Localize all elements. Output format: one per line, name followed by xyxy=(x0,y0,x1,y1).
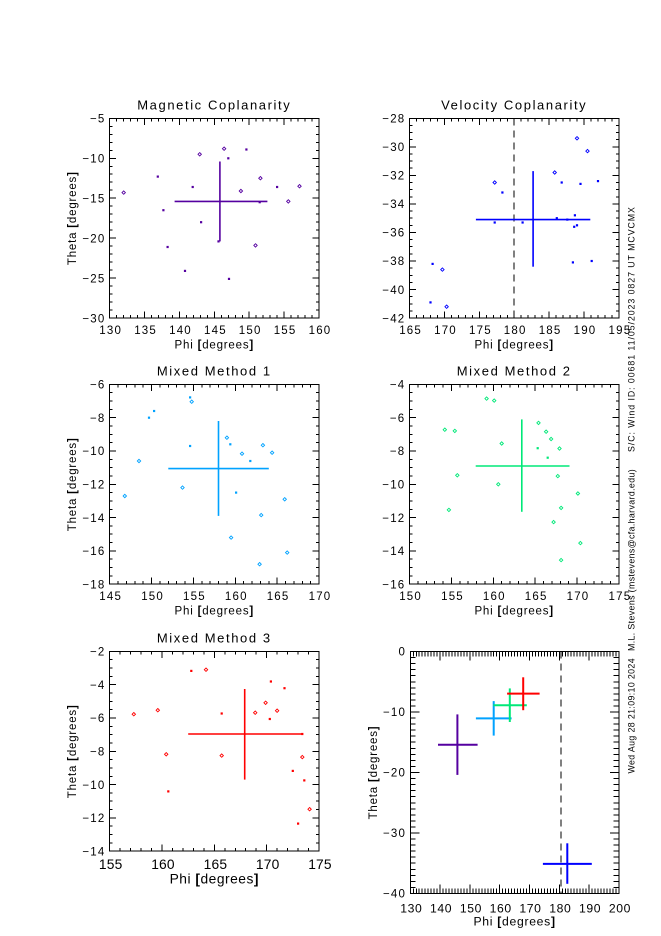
svg-text:160: 160 xyxy=(151,857,175,872)
svg-text:M.L. Stevens (mstevens@cfa.har: M.L. Stevens (mstevens@cfa.harvard.edu) xyxy=(627,469,637,651)
svg-text:−10: −10 xyxy=(383,707,406,719)
svg-text:Magnetic Coplanarity: Magnetic Coplanarity xyxy=(137,98,291,113)
svg-text:135: 135 xyxy=(134,325,157,337)
svg-text:−40: −40 xyxy=(382,285,405,297)
svg-text:175: 175 xyxy=(469,325,492,337)
svg-text:−15: −15 xyxy=(82,193,105,205)
svg-text:130: 130 xyxy=(400,902,422,916)
svg-text:0: 0 xyxy=(398,647,406,659)
svg-text:−28: −28 xyxy=(382,114,405,126)
svg-text:Phi [degrees]: Phi [degrees] xyxy=(473,915,555,929)
svg-text:195: 195 xyxy=(609,325,632,337)
svg-text:155: 155 xyxy=(441,591,464,603)
svg-text:170: 170 xyxy=(519,902,541,916)
svg-text:−8: −8 xyxy=(390,446,406,458)
svg-text:Velocity Coplanarity: Velocity Coplanarity xyxy=(441,98,587,113)
svg-text:Phi [degrees]: Phi [degrees] xyxy=(474,606,553,618)
svg-text:−5: −5 xyxy=(90,114,106,126)
svg-text:−18: −18 xyxy=(82,579,105,591)
svg-text:140: 140 xyxy=(169,325,192,337)
svg-text:−16: −16 xyxy=(382,579,405,591)
svg-text:190: 190 xyxy=(579,902,601,916)
svg-text:−6: −6 xyxy=(90,380,106,392)
svg-text:165: 165 xyxy=(525,591,548,603)
svg-text:−14: −14 xyxy=(82,513,105,525)
svg-text:−2: −2 xyxy=(90,647,106,659)
svg-text:170: 170 xyxy=(309,591,332,603)
svg-text:150: 150 xyxy=(239,325,262,337)
svg-text:200: 200 xyxy=(609,902,631,916)
svg-text:−8: −8 xyxy=(90,413,106,425)
svg-text:155: 155 xyxy=(183,591,206,603)
svg-text:170: 170 xyxy=(434,325,457,337)
svg-text:Phi [degrees]: Phi [degrees] xyxy=(175,339,254,351)
svg-text:Theta [degrees]: Theta [degrees] xyxy=(67,704,79,798)
svg-text:Mixed Method 3: Mixed Method 3 xyxy=(157,631,272,646)
svg-text:160: 160 xyxy=(490,902,512,916)
svg-text:Theta [degrees]: Theta [degrees] xyxy=(67,171,79,265)
svg-text:130: 130 xyxy=(99,325,122,337)
svg-text:−6: −6 xyxy=(90,713,106,725)
svg-text:145: 145 xyxy=(204,325,227,337)
svg-text:−12: −12 xyxy=(82,480,105,492)
svg-text:−4: −4 xyxy=(390,380,406,392)
svg-text:−10: −10 xyxy=(82,446,105,458)
svg-text:165: 165 xyxy=(267,591,290,603)
svg-text:−10: −10 xyxy=(82,780,105,792)
svg-text:−6: −6 xyxy=(390,413,406,425)
svg-text:−12: −12 xyxy=(382,513,405,525)
svg-text:190: 190 xyxy=(574,325,597,337)
svg-text:−12: −12 xyxy=(82,813,105,825)
svg-text:−20: −20 xyxy=(383,768,406,780)
svg-text:−14: −14 xyxy=(382,546,405,558)
svg-text:165: 165 xyxy=(204,857,228,872)
svg-text:−16: −16 xyxy=(82,546,105,558)
svg-text:−14: −14 xyxy=(82,846,105,858)
svg-text:Mixed Method 1: Mixed Method 1 xyxy=(157,364,272,379)
svg-text:−30: −30 xyxy=(382,142,405,154)
svg-text:−20: −20 xyxy=(82,233,105,245)
svg-text:170: 170 xyxy=(567,591,590,603)
svg-text:180: 180 xyxy=(504,325,527,337)
svg-text:−30: −30 xyxy=(383,828,406,840)
svg-text:175: 175 xyxy=(308,857,332,872)
svg-text:150: 150 xyxy=(399,591,422,603)
svg-text:−30: −30 xyxy=(82,313,105,325)
svg-text:160: 160 xyxy=(309,325,332,337)
svg-text:−4: −4 xyxy=(90,680,106,692)
svg-text:145: 145 xyxy=(99,591,122,603)
svg-text:−8: −8 xyxy=(90,747,106,759)
svg-text:150: 150 xyxy=(141,591,164,603)
svg-text:175: 175 xyxy=(609,591,632,603)
svg-text:160: 160 xyxy=(483,591,506,603)
svg-text:Phi [degrees]: Phi [degrees] xyxy=(170,872,259,887)
svg-text:185: 185 xyxy=(539,325,562,337)
svg-text:S/C: Wind ID: 00681 11/05/2023: S/C: Wind ID: 00681 11/05/2023 0827 UT M… xyxy=(627,206,637,452)
svg-text:−42: −42 xyxy=(382,313,405,325)
svg-text:170: 170 xyxy=(256,857,280,872)
svg-text:−34: −34 xyxy=(382,199,405,211)
svg-text:−10: −10 xyxy=(382,480,405,492)
svg-text:Mixed Method 2: Mixed Method 2 xyxy=(457,364,572,379)
svg-text:165: 165 xyxy=(399,325,422,337)
svg-text:−36: −36 xyxy=(382,228,405,240)
svg-text:−38: −38 xyxy=(382,256,405,268)
svg-text:−32: −32 xyxy=(382,171,405,183)
svg-text:155: 155 xyxy=(274,325,297,337)
svg-text:155: 155 xyxy=(99,857,123,872)
svg-text:180: 180 xyxy=(549,902,571,916)
svg-text:Wed Aug 28 21:09:10 2024: Wed Aug 28 21:09:10 2024 xyxy=(627,658,637,773)
svg-text:Phi [degrees]: Phi [degrees] xyxy=(175,606,254,618)
svg-text:Phi [degrees]: Phi [degrees] xyxy=(474,339,553,351)
svg-text:−25: −25 xyxy=(82,273,105,285)
svg-text:Theta [degrees]: Theta [degrees] xyxy=(67,437,79,531)
svg-text:Theta [degrees]: Theta [degrees] xyxy=(368,726,380,820)
svg-text:160: 160 xyxy=(225,591,248,603)
svg-text:150: 150 xyxy=(460,902,482,916)
svg-text:140: 140 xyxy=(430,902,452,916)
svg-text:−40: −40 xyxy=(383,889,406,901)
svg-text:−10: −10 xyxy=(82,154,105,166)
